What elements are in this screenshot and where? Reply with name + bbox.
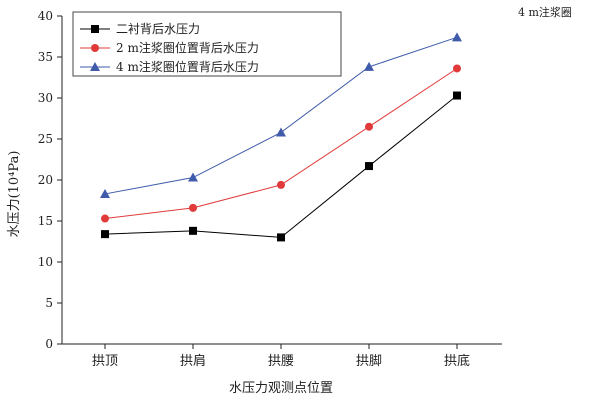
x-tick-label: 拱腰 bbox=[268, 354, 294, 369]
series-line-1 bbox=[104, 95, 458, 238]
y-tick-label: 5 bbox=[45, 296, 53, 310]
x-tick-label: 拱底 bbox=[444, 353, 470, 369]
x-axis-label: 水压力观测点位置 bbox=[229, 381, 333, 396]
corner-note: 4 m注浆圈 bbox=[518, 6, 572, 19]
data-point-s2-3 bbox=[277, 180, 285, 189]
data-point-s1-5 bbox=[453, 91, 461, 100]
data-point-s1-2 bbox=[189, 226, 197, 235]
y-tick-label: 20 bbox=[38, 173, 53, 187]
data-point-s2-5 bbox=[453, 64, 461, 73]
legend-box bbox=[72, 11, 342, 77]
x-tick-label: 拱肩 bbox=[180, 353, 206, 369]
y-axis-label: 水压力(10⁴Pa) bbox=[7, 151, 22, 238]
data-point-s2-1 bbox=[101, 214, 109, 223]
data-point-s1-1 bbox=[101, 230, 109, 239]
data-point-s1-3 bbox=[277, 233, 285, 242]
legend-marker-3 bbox=[90, 62, 100, 71]
y-tick-label: 15 bbox=[38, 214, 53, 228]
y-tick-label: 40 bbox=[38, 9, 53, 23]
x-tick-label: 拱顶 bbox=[92, 354, 118, 369]
y-tick-label: 0 bbox=[45, 337, 53, 351]
legend-marker-1 bbox=[91, 25, 99, 33]
y-tick-label: 25 bbox=[38, 132, 53, 146]
data-point-s3-3 bbox=[276, 127, 286, 137]
data-point-s3-1 bbox=[100, 188, 110, 198]
data-point-s2-4 bbox=[365, 122, 373, 131]
x-axis-ticks: 拱顶 拱肩 拱腰 拱脚 拱底 bbox=[92, 344, 470, 369]
data-point-s3-2 bbox=[188, 172, 198, 182]
series-line-2 bbox=[104, 68, 458, 220]
legend: 二衬背后水压力 2 m注浆圈位置背后水压力 4 m注浆圈位置背后水压力 bbox=[72, 11, 342, 77]
legend-label-3: 4 m注浆圈位置背后水压力 bbox=[116, 59, 259, 74]
data-point-s2-2 bbox=[189, 203, 197, 212]
data-point-s3-4 bbox=[364, 61, 374, 71]
y-tick-label: 30 bbox=[38, 91, 53, 105]
y-axis-ticks: 0 5 10 15 20 25 30 35 40 bbox=[38, 9, 62, 351]
series-markers bbox=[100, 32, 462, 242]
legend-label-1: 二衬背后水压力 bbox=[116, 22, 200, 36]
legend-label-2: 2 m注浆圈位置背后水压力 bbox=[116, 40, 259, 55]
y-tick-label: 10 bbox=[38, 255, 53, 269]
data-point-s3-5 bbox=[452, 32, 462, 42]
y-tick-label: 35 bbox=[38, 50, 53, 64]
legend-marker-2 bbox=[91, 44, 99, 52]
x-tick-label: 拱脚 bbox=[356, 353, 382, 369]
data-point-s1-4 bbox=[365, 162, 373, 171]
